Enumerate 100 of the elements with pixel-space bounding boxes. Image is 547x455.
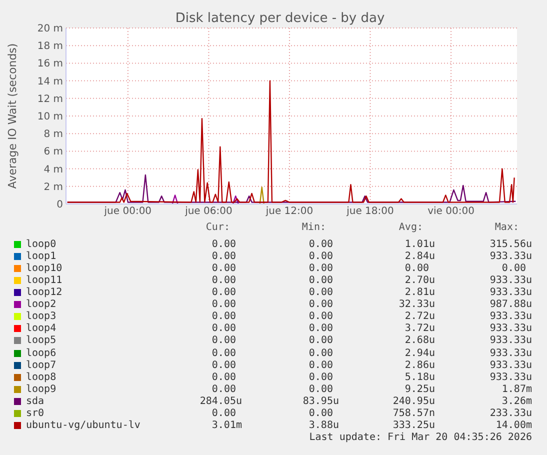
text: 333.25u: [392, 420, 435, 432]
text: 933.33u: [490, 372, 532, 384]
legend-label: loop12: [26, 287, 62, 299]
text: 3.88u: [308, 420, 339, 432]
legend-label: sr0: [26, 408, 44, 420]
y-tick-label: 16 m: [37, 58, 63, 70]
text: 284.05u: [200, 396, 242, 408]
text: 2.94u: [404, 348, 435, 360]
x-tick-label: jue 00:00: [103, 206, 152, 217]
text: 2.72u: [404, 311, 435, 324]
text: 0.00: [308, 311, 333, 324]
text: 758.57n: [392, 408, 435, 420]
text: 0.00: [212, 251, 236, 264]
text: 3.26m: [502, 396, 532, 408]
text: 2.86u: [404, 360, 435, 372]
text: 0.00: [212, 239, 236, 252]
text: 933.33u: [490, 251, 532, 264]
text: 2.81u: [404, 287, 435, 300]
text: Cur:: [206, 222, 230, 234]
x-tick-label: jue 12:00: [264, 206, 314, 217]
text: 987.88u: [490, 299, 532, 312]
text: 0.00: [404, 263, 429, 276]
text: 933.33u: [490, 348, 532, 360]
text: 0.00: [212, 287, 236, 300]
y-tick-label: 14 m: [37, 76, 63, 88]
legend-label: loop8: [26, 372, 56, 384]
y-tick-label: 8 m: [44, 129, 63, 140]
legend-label: loop4: [26, 323, 56, 335]
y-tick-label: 10 m: [37, 112, 63, 122]
text: 933.33u: [490, 323, 532, 336]
text: 1.01u: [404, 239, 435, 252]
text: 0.00: [308, 323, 333, 336]
y-tick-label: 0: [56, 200, 63, 210]
text: 0.00: [308, 299, 333, 312]
text: 9.25u: [404, 384, 435, 396]
text: 0.00: [212, 299, 236, 312]
y-tick-label: 12 m: [37, 94, 63, 105]
y-tick-label: 4 m: [44, 164, 63, 176]
y-tick-label: 2 m: [44, 182, 63, 193]
text: 3.01m: [212, 420, 242, 432]
text: 0.00: [308, 348, 333, 360]
y-axis-title: Average IO Wait (seconds): [6, 43, 19, 189]
legend-label: sda: [26, 396, 44, 408]
text: Max:: [494, 222, 519, 234]
text: 2.84u: [404, 251, 435, 264]
text: 933.33u: [490, 275, 532, 288]
text: 933.33u: [490, 287, 532, 300]
text: 233.33u: [490, 408, 532, 420]
text: 0.00: [212, 384, 236, 396]
text: 315.56u: [490, 239, 532, 252]
text: 14.00m: [496, 420, 532, 432]
text: 0.00: [212, 348, 236, 360]
text: 933.33u: [490, 335, 532, 348]
x-tick-label: vie 00:00: [428, 206, 474, 217]
text: 0.00: [308, 239, 333, 252]
text: 240.95u: [392, 396, 435, 408]
x-tick-label: jue 18:00: [346, 206, 394, 217]
x-tick-label: jue 06:00: [184, 206, 232, 217]
text: 0.00: [212, 360, 236, 372]
text: 5.18u: [404, 372, 435, 384]
text: 0.00: [212, 275, 236, 288]
text: 0.00: [212, 372, 236, 384]
legend-label: ubuntu-vg/ubuntu-lv: [26, 420, 140, 432]
y-tick-label: 20 m: [37, 24, 63, 34]
text: 0.00: [212, 263, 236, 276]
legend-label: loop5: [26, 335, 56, 348]
text: 0.00: [308, 372, 333, 384]
text: Min:: [302, 222, 326, 234]
text: 0.00: [212, 408, 236, 420]
legend-label: loop9: [26, 384, 56, 396]
text: 933.33u: [490, 360, 532, 372]
text: 0.00: [212, 311, 236, 324]
text: 0.00: [308, 360, 333, 372]
text: 933.33u: [490, 311, 532, 324]
text: 0.00: [308, 408, 333, 420]
text: 0.00: [308, 251, 333, 264]
y-tick-label: 18 m: [37, 41, 63, 52]
legend-label: loop1: [26, 251, 56, 263]
text: 0.00: [308, 263, 333, 276]
text: 2.68u: [404, 335, 435, 348]
text: 32.33u: [398, 299, 435, 312]
legend-label: loop10: [26, 263, 62, 275]
text: 0.00: [308, 384, 333, 396]
text: 0.00: [308, 287, 333, 300]
text: 83.95u: [302, 396, 339, 408]
text: 0.00: [308, 335, 333, 348]
legend-label: loop0: [26, 239, 56, 251]
text: 3.72u: [404, 323, 435, 336]
text: 0.00: [212, 323, 236, 336]
legend-label: loop11: [26, 275, 62, 287]
text: 0.00: [502, 263, 526, 276]
legend-label: loop3: [26, 311, 56, 323]
text: 1.87m: [502, 384, 532, 396]
text: 0.00: [308, 275, 333, 288]
y-tick-label: 6 m: [44, 146, 63, 158]
chart-title: Disk latency per device - by day: [175, 11, 385, 26]
text: Last update: Fri Mar 20 04:35:26 2026: [309, 432, 532, 444]
legend-label: loop6: [26, 348, 56, 360]
text: 0.00: [212, 335, 236, 348]
text: 2.70u: [404, 275, 435, 288]
